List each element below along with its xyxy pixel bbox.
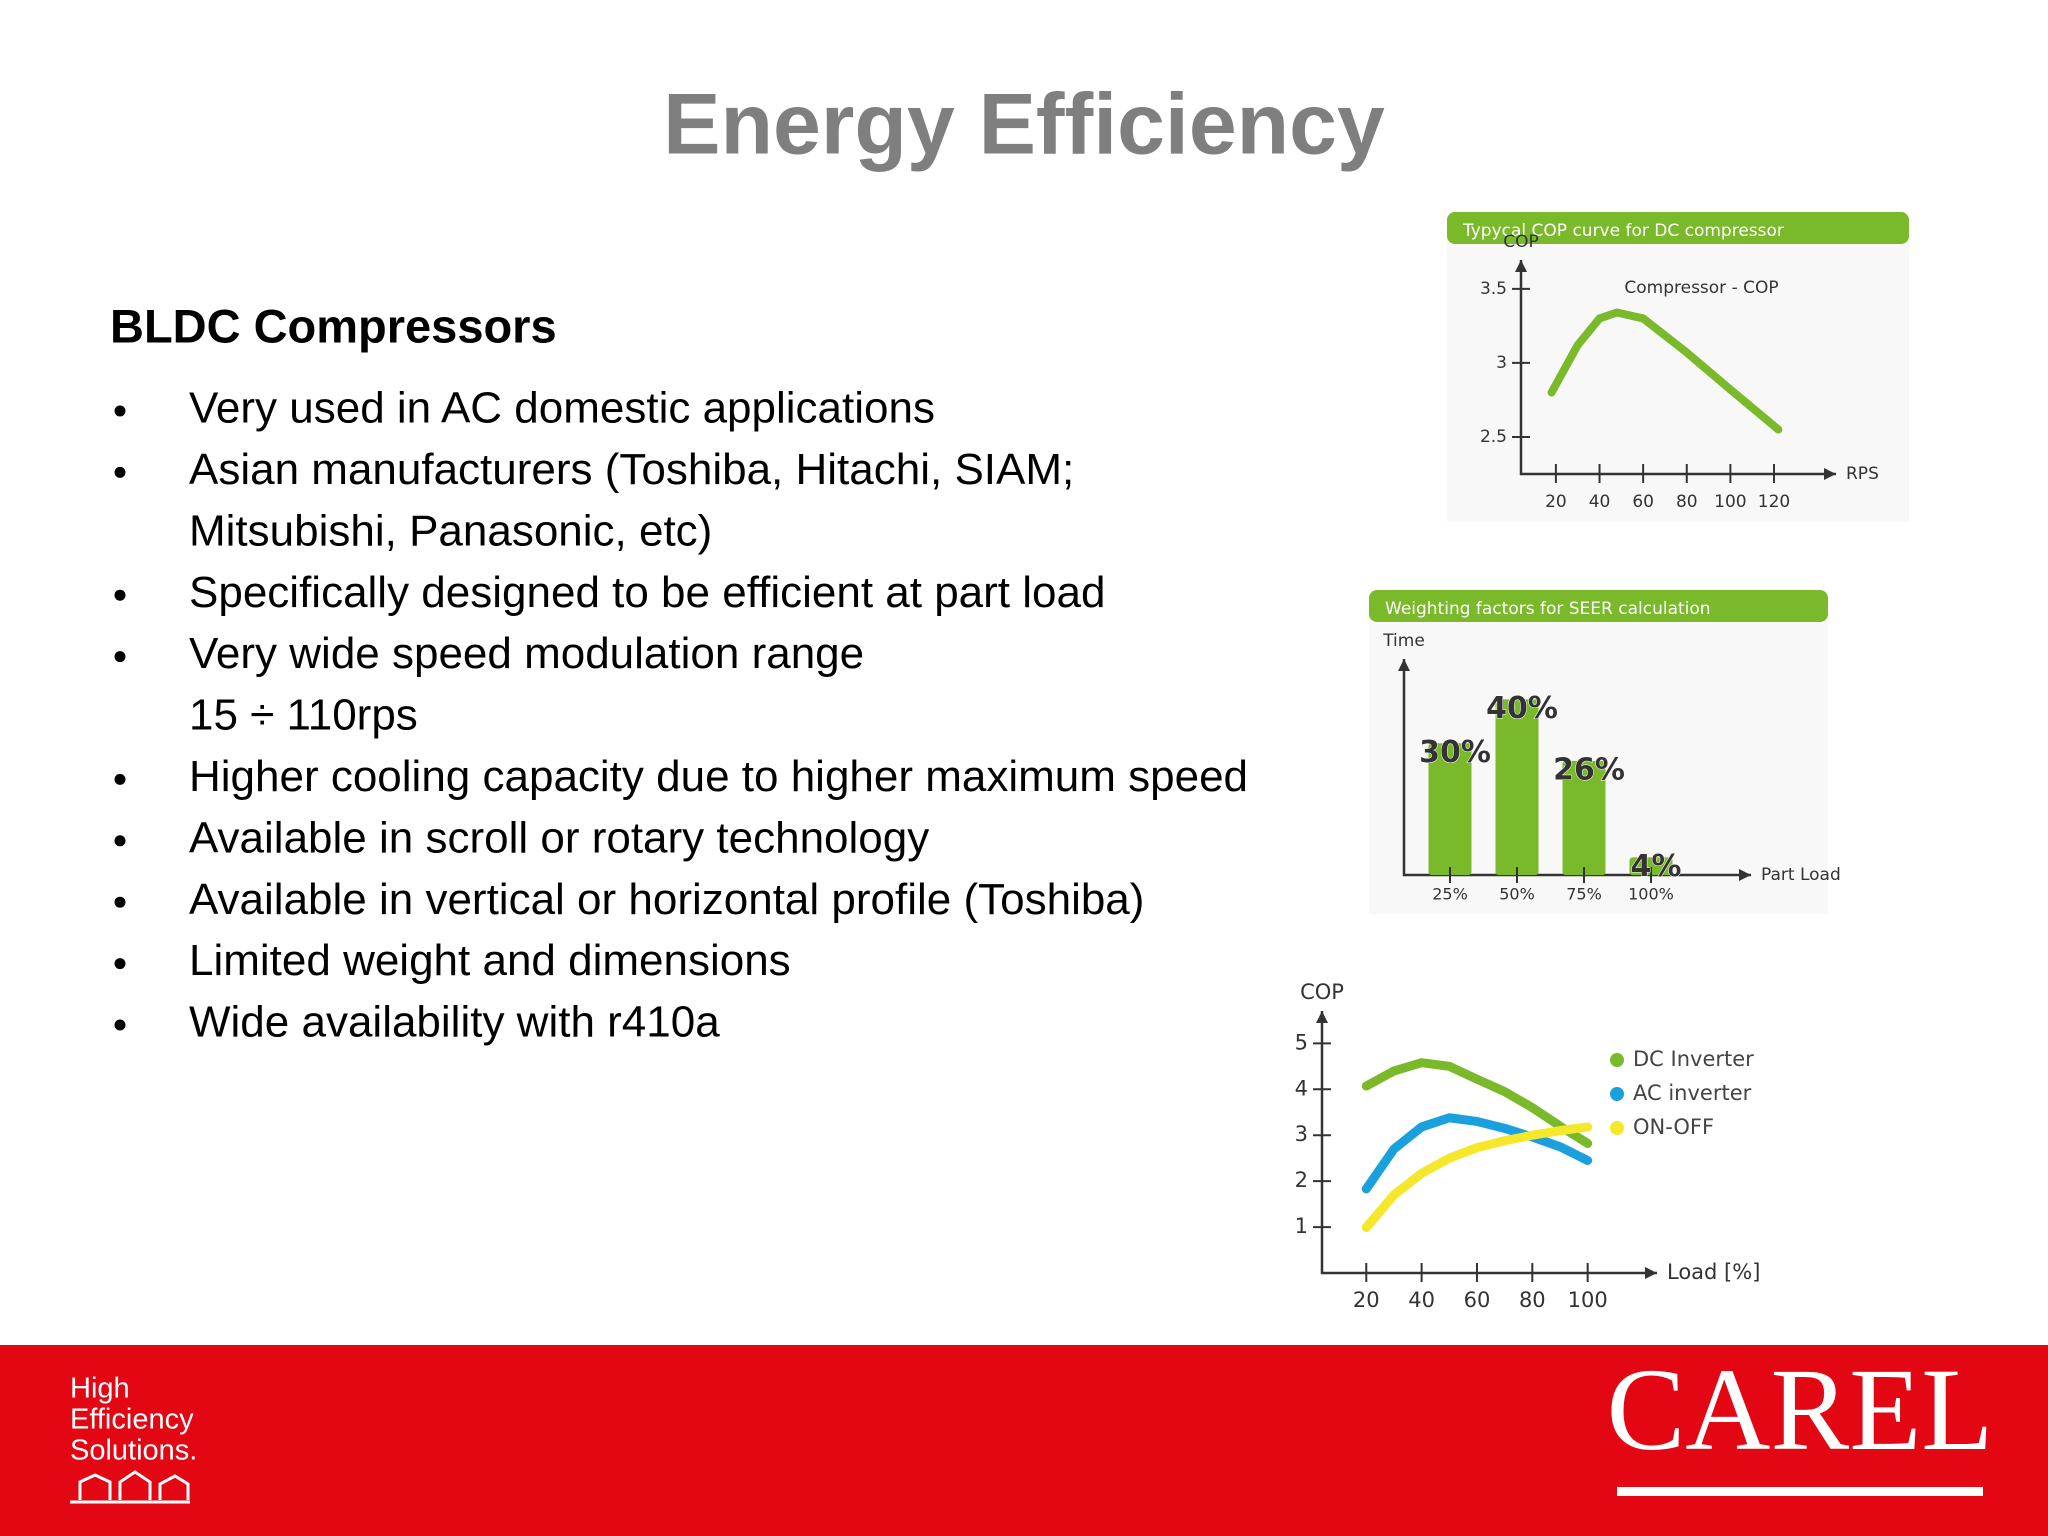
value-label: 4% [1631, 849, 1682, 884]
y-axis-label: COP [1300, 980, 1344, 1004]
series-line [1361, 1058, 1593, 1148]
footer-band [0, 1345, 2048, 1536]
x-tick-label: 100% [1628, 885, 1674, 904]
legend-swatch [1610, 1087, 1624, 1101]
y-tick-label: 1 [1295, 1214, 1308, 1238]
value-label: 40% [1486, 691, 1558, 726]
bullet-text: Very used in AC domestic applications [189, 384, 935, 433]
y-axis-label: Time [1382, 631, 1425, 651]
bullet-dot [114, 466, 126, 478]
y-tick-label: 2 [1295, 1168, 1308, 1192]
bullet-text: Specifically designed to be efficient at… [189, 568, 1105, 617]
series-line [1361, 1113, 1593, 1194]
series-line [1361, 1122, 1593, 1233]
bullet-dot [114, 651, 126, 663]
chart-title: Weighting factors for SEER calculation [1385, 599, 1711, 619]
bullet-text: Available in vertical or horizontal prof… [189, 875, 1144, 924]
y-tick-label: 3.5 [1480, 279, 1507, 299]
bullet-dot [114, 896, 126, 908]
x-tick-label: 80 [1519, 1288, 1546, 1312]
x-tick-label: 40 [1589, 492, 1611, 512]
value-label: 30% [1419, 735, 1491, 770]
x-axis-label: Load [%] [1667, 1260, 1760, 1284]
bullet-text: Asian manufacturers (Toshiba, Hitachi, S… [189, 445, 1074, 494]
legend-label: DC Inverter [1633, 1047, 1754, 1071]
bar [1428, 743, 1472, 875]
footer-tagline: High Efficiency Solutions. [70, 1373, 197, 1504]
bullet-text: Available in scroll or rotary technology [189, 813, 929, 862]
bar [1495, 699, 1539, 875]
slide-title: Energy Efficiency [663, 77, 1385, 173]
chart-header [1369, 590, 1828, 622]
chart-title: Typycal COP curve for DC compressor [1462, 221, 1784, 241]
bullet-dot [114, 958, 126, 970]
legend-label: AC inverter [1633, 1081, 1752, 1105]
chart-panel [1447, 232, 1909, 522]
tagline-line: Efficiency [70, 1404, 194, 1436]
bullet-text: Limited weight and dimensions [189, 936, 791, 985]
series-annotation: Compressor - COP [1624, 278, 1778, 298]
bar [1562, 760, 1606, 875]
x-tick-label: 25% [1432, 885, 1468, 904]
x-tick-label: 60 [1632, 492, 1654, 512]
bullet-dot [114, 405, 126, 417]
x-tick-label: 120 [1758, 492, 1790, 512]
bullet-text: Mitsubishi, Panasonic, etc) [189, 506, 712, 555]
axes [1320, 1011, 1657, 1275]
x-tick-label: 80 [1676, 492, 1698, 512]
y-axis-label: COP [1503, 232, 1539, 252]
bullet-text: 15 ÷ 110rps [189, 691, 418, 740]
tagline-icons [70, 1470, 190, 1504]
bullet-dot [114, 589, 126, 601]
x-tick-label: 100 [1568, 1288, 1608, 1312]
x-tick-label: 100 [1714, 492, 1746, 512]
tagline-line: Solutions. [70, 1435, 197, 1467]
bullet-dot [114, 835, 126, 847]
chart-header [1447, 212, 1909, 244]
y-tick-label: 3 [1496, 353, 1507, 373]
x-tick-label: 75% [1566, 885, 1602, 904]
legend-swatch [1610, 1121, 1624, 1135]
bullet-dot [114, 773, 126, 785]
x-axis-label: RPS [1846, 464, 1879, 484]
heading: BLDC Compressors [110, 299, 557, 352]
y-tick-label: 3 [1295, 1122, 1308, 1146]
bullet-text: Very wide speed modulation range [189, 629, 864, 678]
x-axis-label: Part Load [1761, 865, 1841, 885]
x-tick-label: 60 [1464, 1288, 1491, 1312]
bar [1629, 857, 1673, 875]
y-tick-label: 5 [1295, 1030, 1308, 1054]
value-label: 26% [1553, 752, 1625, 787]
bullet-dot [114, 1019, 126, 1031]
logo-underline [1617, 1487, 1983, 1496]
legend-label: ON-OFF [1633, 1115, 1714, 1139]
bullet-text: Higher cooling capacity due to higher ma… [189, 752, 1248, 801]
logo: CAREL [1607, 1344, 1994, 1475]
bullet-text: Wide availability with r410a [189, 998, 720, 1047]
legend-swatch [1610, 1053, 1624, 1067]
chart: Weighting factors for SEER calculation Ti… [1369, 590, 1841, 914]
x-tick-label: 40 [1408, 1288, 1435, 1312]
series-line [1547, 308, 1783, 434]
chart: COP Load [%] 1 2 3 4 5 20 40 60 80 100 DC Inverter AC… [1295, 980, 1761, 1312]
y-tick-label: 4 [1295, 1076, 1308, 1100]
tagline-line: High [70, 1373, 130, 1405]
x-tick-label: 20 [1353, 1288, 1380, 1312]
bullet-list: Very used in AC domestic applications Asi… [114, 384, 1248, 1047]
y-tick-label: 2.5 [1480, 427, 1507, 447]
x-tick-label: 20 [1545, 492, 1567, 512]
x-tick-label: 50% [1499, 885, 1535, 904]
